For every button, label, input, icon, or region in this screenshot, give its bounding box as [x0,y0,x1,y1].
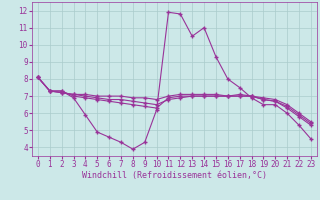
X-axis label: Windchill (Refroidissement éolien,°C): Windchill (Refroidissement éolien,°C) [82,171,267,180]
